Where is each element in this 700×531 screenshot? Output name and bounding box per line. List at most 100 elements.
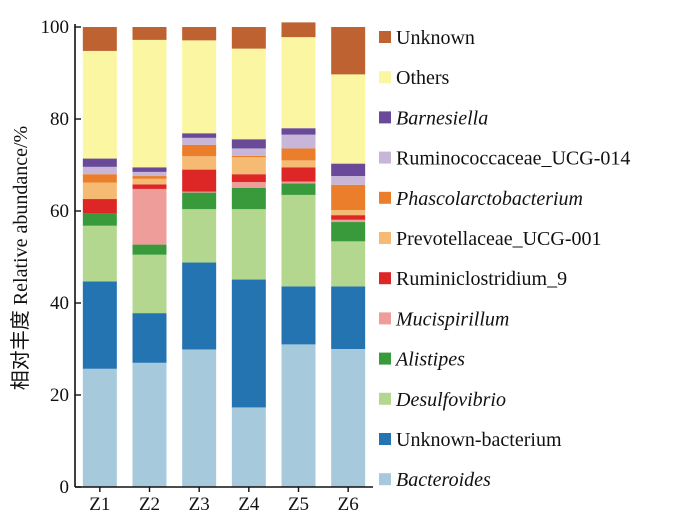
legend-item: Ruminiclostridium_9 xyxy=(379,268,567,290)
bar-stack-z5 xyxy=(281,22,316,487)
legend-swatch xyxy=(379,352,391,365)
bar-segment xyxy=(281,134,316,149)
bar-segment xyxy=(231,139,266,149)
bar-segment xyxy=(82,158,117,167)
bar-segment xyxy=(82,166,117,175)
legend-label: Others xyxy=(396,67,450,89)
bar-segment xyxy=(132,362,167,487)
x-tick-label: Z3 xyxy=(189,494,210,515)
x-tick-label: Z5 xyxy=(288,494,309,515)
legend-swatch xyxy=(379,111,391,124)
legend-label: Prevotellaceae_UCG-001 xyxy=(396,228,601,250)
bar-segment xyxy=(331,210,366,216)
legend-label: Bacteroides xyxy=(396,469,491,491)
y-axis-title: 相对丰度 Relative abundance/% xyxy=(9,126,32,390)
bar-segment xyxy=(132,39,167,168)
bar-segment xyxy=(82,27,117,51)
bar-stack-z2 xyxy=(132,27,167,487)
bar-segment xyxy=(82,281,117,369)
bar-segment xyxy=(82,50,117,159)
bar-segment xyxy=(331,215,366,220)
legend-swatch xyxy=(379,191,391,204)
x-axis: Z1 Z2 Z3 Z4 Z5 Z6 xyxy=(75,486,373,515)
legend-swatch xyxy=(379,312,391,325)
bar-segment xyxy=(281,37,316,129)
bar-segment xyxy=(182,27,217,41)
bar-segment xyxy=(132,188,167,245)
bar-segment xyxy=(331,222,366,242)
bar-segment xyxy=(331,286,366,349)
bar-segment xyxy=(182,209,217,263)
legend-item: Phascolarctobacterium xyxy=(379,188,583,210)
legend-swatch xyxy=(379,31,391,43)
bar-segment xyxy=(231,279,266,408)
bars xyxy=(82,22,366,487)
bar-segment xyxy=(132,254,167,314)
bar-segment xyxy=(231,155,266,158)
bar-segment xyxy=(331,349,366,487)
bar-segment xyxy=(231,182,266,188)
bar-segment xyxy=(231,148,266,156)
legend-label: Unknown-bacterium xyxy=(396,429,562,451)
x-tick-label: Z4 xyxy=(238,494,260,515)
bar-segment xyxy=(281,183,316,195)
bar-stack-z3 xyxy=(182,27,217,487)
bar-segment xyxy=(231,174,266,183)
bar-segment xyxy=(132,244,167,255)
bar-segment xyxy=(82,182,117,200)
legend-item: Prevotellaceae_UCG-001 xyxy=(379,228,601,250)
bar-segment xyxy=(82,199,117,214)
bar-segment xyxy=(82,368,117,487)
bar-segment xyxy=(331,241,366,287)
bar-segment xyxy=(281,148,316,161)
legend-swatch xyxy=(379,473,391,486)
y-axis: 0 20 40 60 80 100 xyxy=(41,17,81,498)
bar-segment xyxy=(182,133,217,138)
bar-segment xyxy=(182,169,217,192)
legend-label: Ruminiclostridium_9 xyxy=(396,268,567,290)
legend-item: Barnesiella xyxy=(379,107,488,129)
bar-segment xyxy=(182,137,217,145)
bar-segment xyxy=(281,160,316,168)
bar-segment xyxy=(182,349,217,487)
bar-segment xyxy=(182,192,217,210)
legend: Unknown Others Barnesiella Ruminococcaceae_… xyxy=(379,27,630,491)
legend-item: Mucispirillum xyxy=(379,308,509,330)
legend-item: Unknown xyxy=(379,27,475,49)
legend-swatch xyxy=(379,433,391,445)
legend-swatch xyxy=(379,71,391,84)
y-tick-label: 20 xyxy=(50,385,69,406)
bar-segment xyxy=(331,184,366,211)
bar-segment xyxy=(182,191,217,193)
bar-segment xyxy=(331,176,366,185)
bar-segment xyxy=(231,27,266,49)
y-tick-label: 0 xyxy=(60,477,70,498)
legend-item: Others xyxy=(379,67,450,89)
y-tick-label: 40 xyxy=(50,293,69,314)
bar-segment xyxy=(132,167,167,172)
bar-segment xyxy=(331,27,366,75)
bar-segment xyxy=(182,40,217,134)
bar-segment xyxy=(182,144,217,157)
bar-segment xyxy=(132,313,167,363)
bar-segment xyxy=(231,188,266,210)
bar-segment xyxy=(231,209,266,280)
y-tick-label: 60 xyxy=(50,201,69,222)
x-tick-label: Z2 xyxy=(139,494,160,515)
legend-item: Desulfovibrio xyxy=(379,389,506,411)
legend-label: Unknown xyxy=(396,27,475,49)
y-tick-label: 100 xyxy=(41,17,70,38)
legend-item: Alistipes xyxy=(379,349,465,371)
legend-item: Ruminococcaceae_UCG-014 xyxy=(379,148,630,170)
bar-segment xyxy=(281,194,316,287)
bar-segment xyxy=(82,213,117,226)
legend-label: Mucispirillum xyxy=(395,308,509,330)
bar-segment xyxy=(132,178,167,185)
bar-segment xyxy=(231,407,266,487)
bar-segment xyxy=(132,176,167,179)
legend-label: Desulfovibrio xyxy=(395,389,506,411)
legend-label: Alistipes xyxy=(394,349,465,371)
bar-segment xyxy=(132,184,167,189)
legend-label: Barnesiella xyxy=(396,107,488,129)
